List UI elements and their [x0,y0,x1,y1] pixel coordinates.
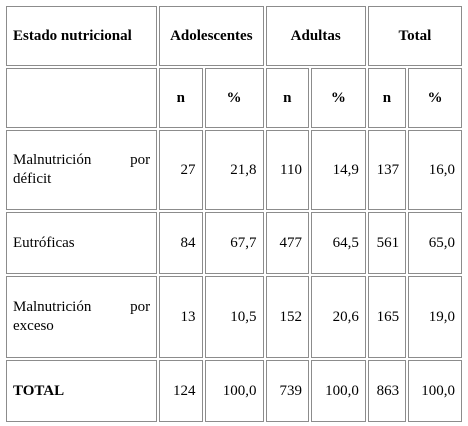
cell-total-n: 561 [367,212,407,274]
cell-adolescentes-n: 13 [159,276,203,358]
table-row: Eutróficas 84 67,7 477 64,5 561 65,0 [6,212,462,274]
cell-adolescentes-n: 124 [159,360,203,422]
cell-adultas-n: 152 [265,276,309,358]
subheader-total-n: n [367,68,407,128]
cell-total-n: 165 [367,276,407,358]
row-label-eutroficas: Eutróficas [6,212,158,274]
row-label-word: Malnutrición [13,152,92,168]
row-label-malnutricion-deficit: Malnutrición por déficit [6,130,158,210]
subheader-total-pct: % [408,68,462,128]
row-label-word: Malnutrición [13,299,92,315]
subheader-adolescentes-pct: % [204,68,264,128]
table-row: Malnutrición por exceso 13 10,5 152 20,6… [6,276,462,358]
cell-adultas-pct: 64,5 [310,212,366,274]
cell-total-n: 137 [367,130,407,210]
table-row: Malnutrición por déficit 27 21,8 110 14,… [6,130,462,210]
row-label-line2: exceso [13,318,54,334]
cell-adultas-pct: 20,6 [310,276,366,358]
cell-adolescentes-pct: 67,7 [204,212,264,274]
cell-adultas-n: 110 [265,130,309,210]
cell-adultas-pct: 100,0 [310,360,366,422]
cell-adolescentes-n: 27 [159,130,203,210]
header-total: Total [367,6,462,66]
cell-total-n: 863 [367,360,407,422]
subheader-adultas-pct: % [310,68,366,128]
cell-adolescentes-pct: 100,0 [204,360,264,422]
row-label-line1: Malnutrición por [13,298,150,317]
subheader-row: n % n % n % [6,68,462,128]
subheader-adolescentes-n: n [159,68,203,128]
cell-adultas-n: 477 [265,212,309,274]
header-adolescentes: Adolescentes [159,6,264,66]
header-adultas: Adultas [265,6,366,66]
subheader-empty-cell [6,68,158,128]
cell-adultas-n: 739 [265,360,309,422]
header-estado-nutricional: Estado nutricional [6,6,158,66]
row-label-malnutricion-exceso: Malnutrición por exceso [6,276,158,358]
table-row-total: TOTAL 124 100,0 739 100,0 863 100,0 [6,360,462,422]
cell-total-pct: 19,0 [408,276,462,358]
row-label-word: por [130,152,151,168]
nutrition-table: Estado nutricional Adolescentes Adultas … [4,4,464,424]
subheader-adultas-n: n [265,68,309,128]
cell-total-pct: 100,0 [408,360,462,422]
row-label-line1: Malnutrición por [13,151,150,170]
row-label-line2: déficit [13,171,52,187]
row-label-word: por [130,299,151,315]
cell-adolescentes-n: 84 [159,212,203,274]
cell-adolescentes-pct: 21,8 [204,130,264,210]
cell-adultas-pct: 14,9 [310,130,366,210]
cell-total-pct: 16,0 [408,130,462,210]
cell-adolescentes-pct: 10,5 [204,276,264,358]
row-label-total: TOTAL [6,360,158,422]
cell-total-pct: 65,0 [408,212,462,274]
header-row: Estado nutricional Adolescentes Adultas … [6,6,462,66]
